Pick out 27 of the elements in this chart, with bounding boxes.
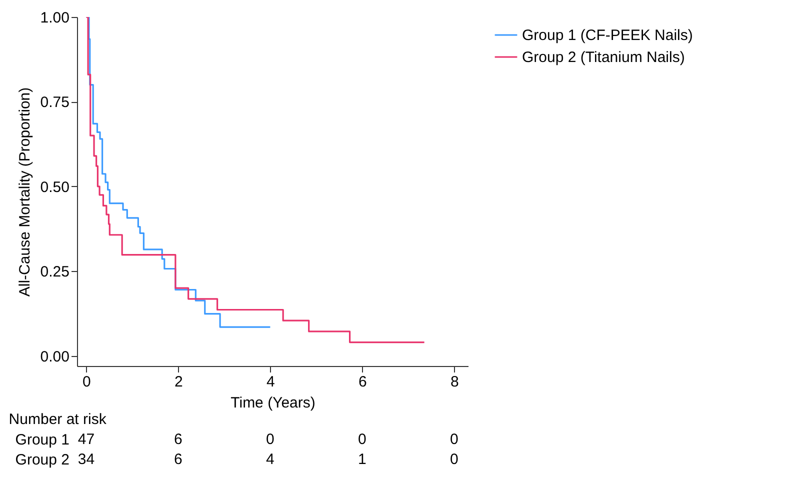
text: 0 [450,451,458,468]
y-axis-title: All-Cause Mortality (Proportion) [16,87,34,297]
y-tick-label: 0.25 [40,264,70,281]
text: Number at risk [8,411,107,428]
text: 4 [266,451,274,468]
x-tick-label: 0 [82,374,91,390]
x-tick-label: 2 [174,374,183,390]
text: 6 [174,451,182,468]
x-tick-label: 8 [450,374,459,390]
text: 34 [78,451,95,468]
x-tick-label: 6 [358,374,367,390]
y-tick-label: 0.50 [40,178,70,196]
text: 6 [174,431,182,448]
y-tick-label: 0.75 [40,94,70,112]
text: 0 [266,431,274,448]
text: Group 1 [15,432,70,448]
text: Group 2 [15,452,70,468]
y-tick-label: 1.00 [40,10,70,26]
text: 1 [358,451,366,468]
y-tick-label: 0.00 [40,348,70,366]
legend-label: Group 2 (Titanium Nails) [522,49,685,66]
text: 0 [358,431,366,448]
x-axis-title: Time (Years) [230,394,316,412]
legend-label: Group 1 (CF-PEEK Nails) [522,27,693,44]
text: 47 [78,431,95,448]
x-tick-label: 4 [266,374,275,390]
text: 0 [450,431,458,448]
